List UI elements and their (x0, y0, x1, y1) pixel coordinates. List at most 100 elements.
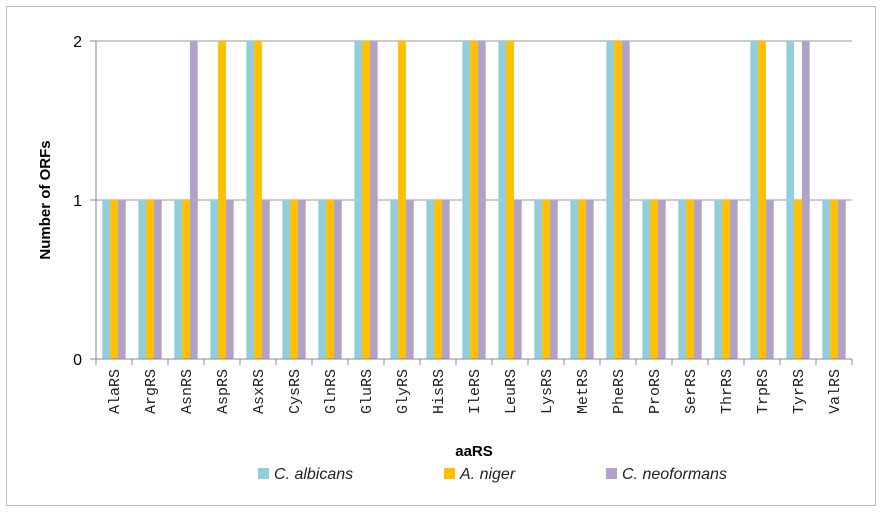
bar-argrs-1 (138, 200, 147, 359)
x-tick-label: CysRS (287, 369, 304, 414)
x-tick-label: TrpRS (755, 369, 772, 414)
bar-ilers-1 (462, 41, 471, 359)
bar-thrrs-3 (729, 200, 738, 359)
bar-glurs-2 (362, 41, 370, 359)
bar-metrs-2 (578, 200, 586, 359)
legend-label: A. niger (459, 466, 516, 483)
y-tick-labels: 0 1 2 (73, 34, 82, 369)
bar-tyrrs-2 (794, 200, 802, 359)
bar-asnrs-2 (182, 200, 190, 359)
bar-metrs-3 (585, 200, 594, 359)
bar-ilers-2 (470, 41, 478, 359)
x-tick-label: HisRS (431, 369, 448, 414)
x-tick-label: AsnRS (179, 369, 196, 414)
bar-alars-2 (110, 200, 118, 359)
bar-phers-3 (621, 41, 630, 359)
x-tick-label: GlyRS (395, 369, 412, 414)
bar-valrs-1 (822, 200, 831, 359)
bar-asnrs-1 (174, 200, 183, 359)
bar-asxrs-2 (254, 41, 262, 359)
y-tick-label: 0 (73, 352, 82, 369)
bar-prors-3 (657, 200, 666, 359)
bar-argrs-3 (153, 200, 162, 359)
bar-prors-1 (642, 200, 651, 359)
bar-trprs-1 (750, 41, 759, 359)
bar-thrrs-1 (714, 200, 723, 359)
bar-phers-1 (606, 41, 615, 359)
bar-valrs-3 (837, 200, 846, 359)
x-tick-label: AspRS (215, 369, 232, 414)
bar-glyrs-3 (405, 200, 414, 359)
x-tick-label: TyrRS (791, 369, 808, 414)
x-tick-label: GlnRS (323, 369, 340, 414)
bar-trprs-3 (765, 200, 774, 359)
bar-glnrs-1 (318, 200, 327, 359)
bar-glurs-1 (354, 41, 363, 359)
legend-label: C. albicans (274, 466, 353, 483)
x-tick-label: AsxRS (251, 369, 268, 414)
bar-asxrs-1 (246, 41, 255, 359)
bar-lysrs-2 (542, 200, 550, 359)
axes (90, 40, 853, 365)
bar-leurs-2 (506, 41, 514, 359)
legend-swatch (444, 468, 455, 479)
bar-lysrs-3 (549, 200, 558, 359)
bar-phers-2 (614, 41, 622, 359)
bar-metrs-1 (570, 200, 579, 359)
y-tick-label: 2 (73, 34, 82, 51)
bar-cysrs-1 (282, 200, 291, 359)
bar-prors-2 (650, 200, 658, 359)
x-tick-label: ThrRS (719, 369, 736, 414)
bar-alars-3 (117, 200, 126, 359)
y-axis-label: Number of ORFs (37, 140, 54, 259)
x-tick-label: LeuRS (503, 369, 520, 414)
x-tick-label: ArgRS (143, 369, 160, 414)
bar-glnrs-2 (326, 200, 334, 359)
bar-asnrs-3 (189, 41, 198, 359)
bars (102, 41, 846, 359)
bar-hisrs-1 (426, 200, 435, 359)
bar-glyrs-2 (398, 41, 406, 359)
legend-swatch (606, 468, 617, 479)
bar-tyrrs-3 (801, 41, 810, 359)
bar-valrs-2 (830, 200, 838, 359)
bar-tyrrs-1 (786, 41, 795, 359)
x-tick-label: GluRS (359, 369, 376, 414)
bar-trprs-2 (758, 41, 766, 359)
bar-alars-1 (102, 200, 111, 359)
bar-leurs-1 (498, 41, 507, 359)
x-tick-label: LysRS (539, 369, 556, 414)
bar-thrrs-2 (722, 200, 730, 359)
x-tick-label: IleRS (467, 369, 484, 414)
bar-cysrs-2 (290, 200, 298, 359)
y-tick-label: 1 (73, 193, 82, 210)
bar-cysrs-3 (297, 200, 306, 359)
bar-asprs-1 (210, 200, 219, 359)
bar-hisrs-2 (434, 200, 442, 359)
bar-lysrs-1 (534, 200, 543, 359)
bar-asxrs-3 (261, 200, 270, 359)
legend: C. albicans A. niger C. neoformans (258, 466, 727, 483)
x-tick-labels: AlaRS ArgRS AsnRS AspRS AsxRS CysRS GlnRS GluRS… (107, 369, 844, 414)
bar-leurs-3 (513, 200, 522, 359)
legend-label: C. neoformans (622, 466, 727, 483)
bar-serrs-1 (678, 200, 687, 359)
x-tick-label: SerRS (683, 369, 700, 414)
bar-hisrs-3 (441, 200, 450, 359)
bar-glnrs-3 (333, 200, 342, 359)
bar-glyrs-1 (390, 200, 399, 359)
bar-ilers-3 (477, 41, 486, 359)
bar-glurs-3 (369, 41, 378, 359)
x-tick-label: PheRS (611, 369, 628, 414)
x-tick-label: ProRS (647, 369, 664, 414)
bar-asprs-2 (218, 41, 226, 359)
bar-serrs-2 (686, 200, 694, 359)
bar-serrs-3 (693, 200, 702, 359)
x-tick-label: ValRS (827, 369, 844, 414)
bar-argrs-2 (146, 200, 154, 359)
bar-asprs-3 (225, 200, 234, 359)
x-axis-label: aaRS (455, 443, 493, 460)
x-tick-label: AlaRS (107, 369, 124, 414)
legend-swatch (258, 468, 269, 479)
